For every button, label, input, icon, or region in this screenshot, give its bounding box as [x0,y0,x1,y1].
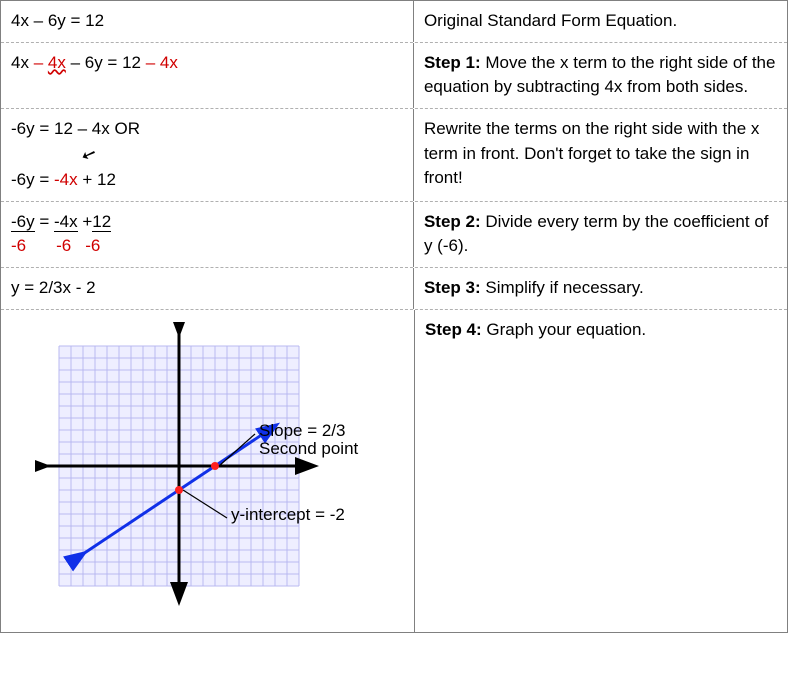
explanation-cell: Original Standard Form Equation. [414,1,787,42]
step-label: Step 4: [425,320,482,339]
equation-cell: 4x – 4x – 6y = 12 – 4x [1,43,414,108]
table-row: 4x – 6y = 12 Original Standard Form Equa… [1,1,787,43]
equation-cell: -6y = -4x +12 -6-6-6 [1,202,414,267]
table-row: Slope = 2/3Second pointy-intercept = -2 … [1,310,787,633]
arrow-down: ➚ [11,142,403,169]
svg-text:y-intercept = -2: y-intercept = -2 [231,505,345,524]
step-label: Step 2: [424,212,481,231]
explanation-text: Graph your equation. [482,320,646,339]
step-label: Step 3: [424,278,481,297]
table-row: -6y = -4x +12 -6-6-6 Step 2: Divide ever… [1,202,787,268]
fraction-numerator: -6y = -4x +12 [11,210,403,235]
explanation-cell: Step 3: Simplify if necessary. [414,268,787,309]
explanation-text: Original Standard Form Equation. [424,11,677,30]
table-row: 4x – 4x – 6y = 12 – 4x Step 1: Move the … [1,43,787,109]
expression: y = 2/3x - 2 [11,278,96,297]
table-row: -6y = 12 – 4x OR ➚ -6y = -4x + 12 Rewrit… [1,109,787,202]
step-label: Step 1: [424,53,481,72]
explanation-cell: Step 1: Move the x term to the right sid… [414,43,787,108]
explanation-cell: Step 2: Divide every term by the coeffic… [414,202,787,267]
explanation-cell: Step 4: Graph your equation. [415,310,787,632]
graph-container: Slope = 2/3Second point y-intercept = -2 [35,322,404,624]
svg-text:Second point: Second point [259,439,359,458]
equation-cell: -6y = 12 – 4x OR ➚ -6y = -4x + 12 [1,109,414,201]
graph-cell: Slope = 2/3Second point y-intercept = -2 [1,310,415,632]
table-row: y = 2/3x - 2 Step 3: Simplify if necessa… [1,268,787,310]
expression: 4x – 4x – 6y = 12 – 4x [11,53,178,72]
explanation-cell: Rewrite the terms on the right side with… [414,109,787,201]
equation-cell: 4x – 6y = 12 [1,1,414,42]
expression-line1: -6y = 12 – 4x OR [11,117,403,142]
expression: 4x – 6y = 12 [11,11,104,30]
explanation-text: Simplify if necessary. [481,278,644,297]
fraction-denominator: -6-6-6 [11,234,100,259]
explanation-text: Rewrite the terms on the right side with… [424,119,759,187]
steps-table: 4x – 6y = 12 Original Standard Form Equa… [0,0,788,633]
expression-line2: -6y = -4x + 12 [11,168,403,193]
svg-text:Slope = 2/3: Slope = 2/3 [259,421,346,440]
line-graph: Slope = 2/3Second point y-intercept = -2 [35,322,473,624]
equation-cell: y = 2/3x - 2 [1,268,414,309]
